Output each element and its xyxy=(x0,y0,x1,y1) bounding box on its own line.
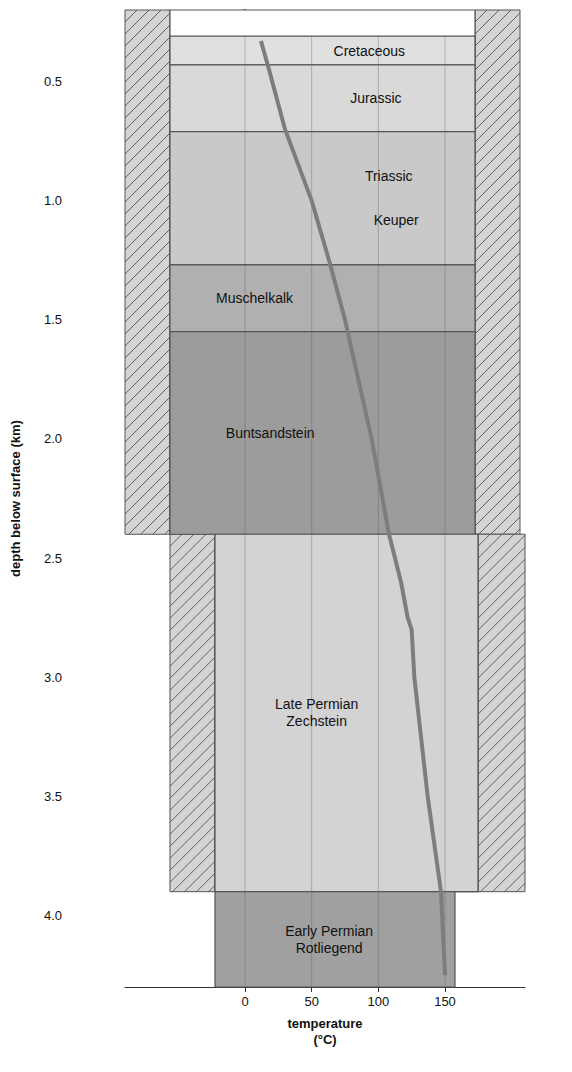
svg-text:3.5: 3.5 xyxy=(44,789,62,804)
svg-text:150: 150 xyxy=(434,994,456,1009)
svg-text:1.0: 1.0 xyxy=(44,193,62,208)
svg-text:1.5: 1.5 xyxy=(44,312,62,327)
svg-text:2.5: 2.5 xyxy=(44,551,62,566)
svg-text:Keuper: Keuper xyxy=(374,212,419,228)
svg-text:50: 50 xyxy=(304,994,318,1009)
svg-text:2.0: 2.0 xyxy=(44,431,62,446)
svg-text:Cretaceous: Cretaceous xyxy=(334,43,406,59)
svg-text:Buntsandstein: Buntsandstein xyxy=(226,425,315,441)
svg-text:Triassic: Triassic xyxy=(365,168,413,184)
svg-text:temperature: temperature xyxy=(287,1016,362,1031)
svg-text:3.0: 3.0 xyxy=(44,670,62,685)
svg-text:4.0: 4.0 xyxy=(44,908,62,923)
svg-text:100: 100 xyxy=(367,994,389,1009)
svg-text:Rotliegend: Rotliegend xyxy=(296,940,363,956)
svg-text:0: 0 xyxy=(241,994,248,1009)
svg-text:depth below surface (km): depth below surface (km) xyxy=(8,420,23,577)
svg-text:Muschelkalk: Muschelkalk xyxy=(216,290,294,306)
svg-text:0.5: 0.5 xyxy=(44,74,62,89)
svg-text:Early Permian: Early Permian xyxy=(285,923,373,939)
svg-text:Zechstein: Zechstein xyxy=(286,713,347,729)
svg-text:Jurassic: Jurassic xyxy=(350,90,401,106)
svg-text:Late Permian: Late Permian xyxy=(275,696,358,712)
svg-text:(°C): (°C) xyxy=(313,1032,336,1047)
